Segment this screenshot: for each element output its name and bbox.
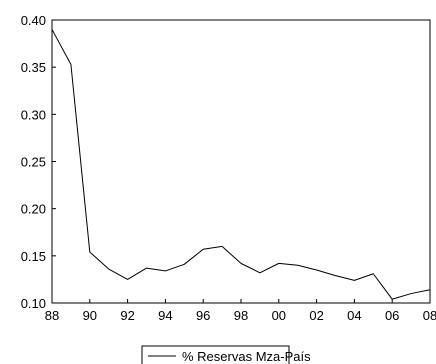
x-tick-label: 08 [423,308,436,323]
series-line [51,29,431,300]
plot-area-frame [51,19,431,304]
x-tick-label: 90 [83,308,97,323]
x-tick-label: 02 [309,308,323,323]
x-tick-label: 04 [347,308,361,323]
x-tick-label: 98 [234,308,248,323]
x-tick-label: 88 [45,308,59,323]
y-tick-label: 0.30 [21,107,46,122]
x-tick-label: 92 [120,308,134,323]
legend-box [141,345,290,364]
x-tick-label: 96 [196,308,210,323]
y-tick-label: 0.25 [21,155,46,170]
x-tick-label: 00 [272,308,286,323]
series-layer [51,29,431,300]
x-tick-label: 94 [158,308,172,323]
legend-label: % Reservas Mza-País [182,349,311,364]
y-tick-label: 0.40 [21,13,46,28]
x-axis: 88 90 92 94 96 98 00 02 04 06 08 [45,299,436,323]
legend: % Reservas Mza-País [141,345,311,364]
y-tick-label: 0.35 [21,60,46,75]
y-tick-label: 0.15 [21,249,46,264]
y-tick-label: 0.10 [21,296,46,311]
x-tick-label: 06 [385,308,399,323]
y-tick-label: 0.20 [21,202,46,217]
y-axis: 0.10 0.15 0.20 0.25 0.30 0.35 0.40 [21,13,56,311]
